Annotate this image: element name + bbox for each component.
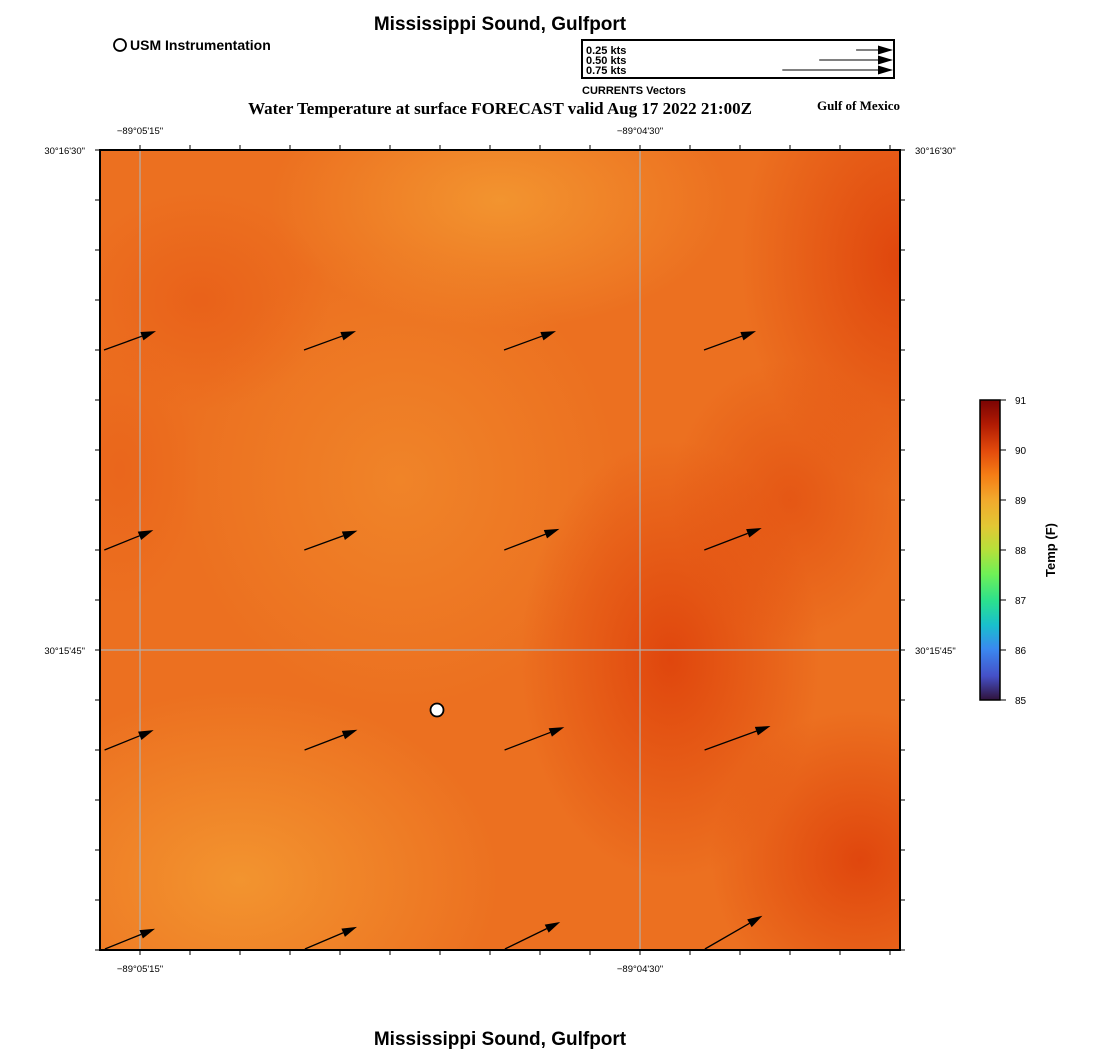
lat-label-right-1: 30°16'30" (915, 146, 956, 157)
station-legend-symbol (113, 38, 127, 52)
current-vector-10 (304, 729, 358, 751)
colorbar-tick-label-90: 90 (1015, 446, 1027, 457)
vector-legend-box (581, 39, 895, 79)
current-vector-1 (103, 331, 157, 351)
current-vector-11 (504, 727, 565, 751)
lon-label-top-1: −89°05'15" (117, 126, 163, 137)
current-vector-12 (704, 726, 771, 751)
temperature-field (100, 150, 900, 950)
vector-legend-arrow-head-1 (878, 45, 893, 55)
lon-label-bottom-1: −89°05'15" (117, 964, 163, 975)
colorbar-title: Temp (F) (1043, 523, 1058, 577)
current-vector-16 (704, 915, 763, 950)
colorbar-tick-label-91: 91 (1015, 396, 1027, 407)
current-vector-3 (503, 331, 557, 351)
current-vector-4 (703, 331, 757, 351)
colorbar-ticks: 91 90 89 88 87 86 85 (1000, 396, 1027, 707)
current-vector-5 (104, 530, 154, 551)
current-vector-2 (303, 331, 357, 351)
current-vectors (103, 331, 771, 950)
current-vector-8 (704, 527, 762, 551)
lon-label-bottom-2: −89°04'30" (617, 964, 663, 975)
map-title-bottom: Mississippi Sound, Gulfport (374, 1029, 627, 1050)
map-title-top: Mississippi Sound, Gulfport (374, 14, 627, 35)
lat-label-left-1: 30°16'30" (44, 146, 85, 157)
lon-label-top-2: −89°04'30" (617, 126, 663, 137)
frame-ticks (95, 145, 905, 955)
graticule (100, 150, 900, 950)
current-vector-15 (504, 922, 561, 950)
lat-label-right-2: 30°15'45" (915, 646, 956, 657)
vector-legend-title: CURRENTS Vectors (582, 85, 686, 97)
current-vector-13 (104, 928, 156, 950)
vector-legend-arrow-head-3 (878, 65, 893, 75)
colorbar (979, 399, 1001, 701)
vector-legend-arrow-head-2 (878, 55, 893, 65)
current-vector-14 (304, 926, 357, 950)
vector-legend-label-3: 0.75 kts (586, 65, 626, 77)
current-vector-7 (504, 528, 560, 551)
map-subtitle: Water Temperature at surface FORECAST va… (248, 99, 752, 118)
colorbar-tick-label-85: 85 (1015, 696, 1027, 707)
colorbar-tick-label-88: 88 (1015, 546, 1027, 557)
current-vector-6 (304, 530, 358, 551)
lat-label-left-2: 30°15'45" (44, 646, 85, 657)
vector-legend-label-1: 0.25 kts (586, 45, 626, 57)
station-legend-label: USM Instrumentation (130, 37, 271, 53)
current-vector-9 (104, 730, 154, 751)
colorbar-tick-label-86: 86 (1015, 646, 1027, 657)
colorbar-tick-label-89: 89 (1015, 496, 1027, 507)
usm-station-marker[interactable] (429, 702, 445, 718)
colorbar-tick-label-87: 87 (1015, 596, 1027, 607)
region-label: Gulf of Mexico (817, 98, 900, 113)
vector-legend-label-2: 0.50 kts (586, 55, 626, 67)
